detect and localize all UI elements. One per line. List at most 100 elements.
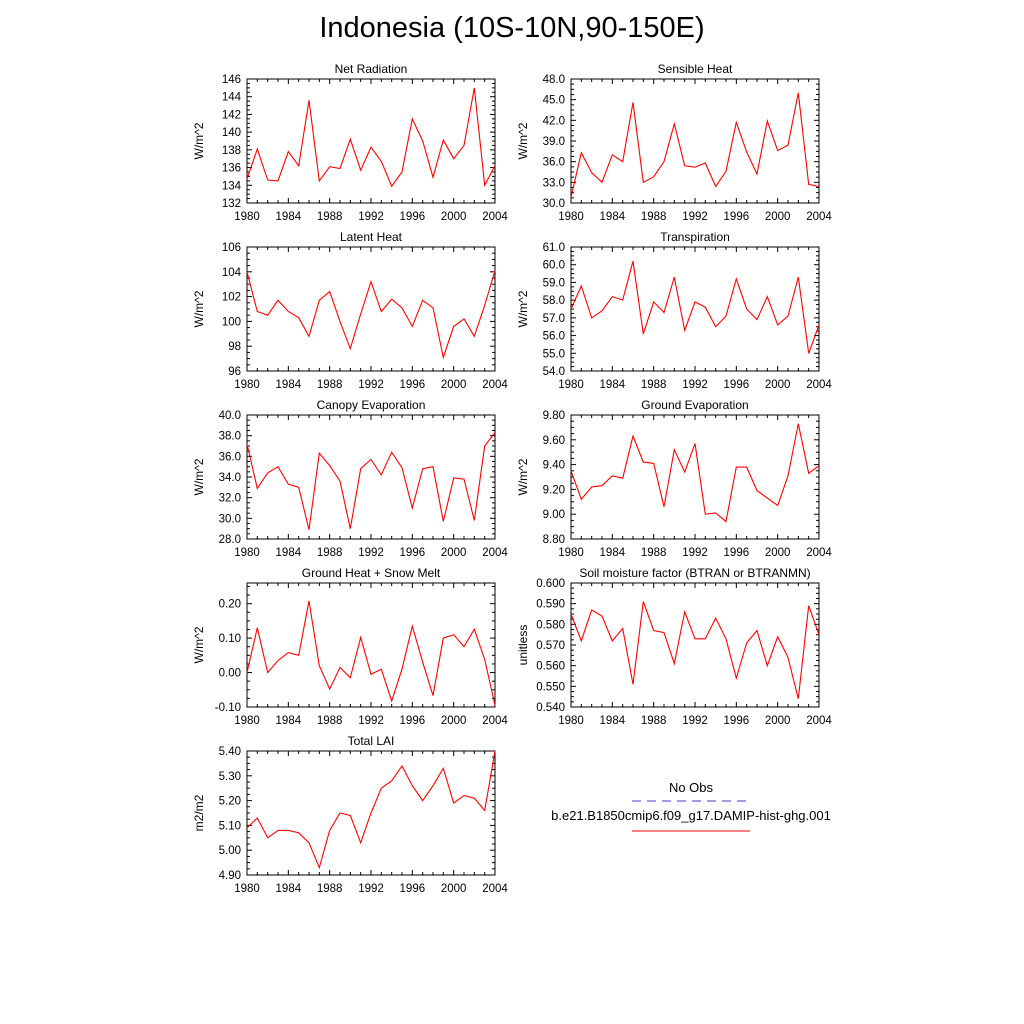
x-tick-label: 1988 <box>317 379 343 391</box>
y-tick-label: 61.0 <box>543 242 565 254</box>
y-tick-label: 132 <box>222 198 241 210</box>
y-tick-label: 0.590 <box>536 599 565 611</box>
x-tick-label: 1984 <box>600 211 626 223</box>
y-tick-label: 134 <box>222 180 242 192</box>
legend-label-model: b.e21.B1850cmip6.f09_g17.DAMIP-hist-ghg.… <box>551 808 831 823</box>
x-tick-label: 1992 <box>682 211 708 223</box>
y-tick-label: 48.0 <box>543 74 565 86</box>
panel-title: Transpiration <box>660 230 730 244</box>
x-tick-label: 1992 <box>358 211 384 223</box>
x-tick-label: 1980 <box>234 547 260 559</box>
y-tick-label: 0.600 <box>536 578 565 590</box>
x-tick-label: 1984 <box>276 883 302 895</box>
series-line <box>570 92 820 198</box>
x-tick-label: 1988 <box>317 547 343 559</box>
x-tick-label: 2000 <box>765 715 791 727</box>
y-tick-label: 98 <box>228 341 241 353</box>
x-tick-label: 1996 <box>724 547 750 559</box>
y-tick-label: 0.560 <box>536 661 565 673</box>
y-tick-label: 45.0 <box>543 95 565 107</box>
x-tick-label: 1992 <box>358 379 384 391</box>
panel-6: 1980 1984 1988 1992 1996 2000 2004 8.80 9.00 9.20… <box>516 398 832 559</box>
x-tick-label: 1984 <box>276 211 302 223</box>
y-tick-label: 0.540 <box>536 702 565 714</box>
y-tick-label: 30.0 <box>219 513 241 525</box>
panel-2: 1980 1984 1988 1992 1996 2000 2004 30.0 33.0 36.0… <box>516 62 832 223</box>
x-tick-label: 1980 <box>234 211 260 223</box>
x-tick-label: 2004 <box>806 715 832 727</box>
series-line <box>570 261 820 354</box>
x-tick-label: 1984 <box>276 379 302 391</box>
x-tick-label: 1996 <box>400 379 426 391</box>
y-tick-label: 0.550 <box>536 681 565 693</box>
x-tick-label: 1984 <box>276 715 302 727</box>
y-tick-label: 55.0 <box>543 348 565 360</box>
panel-4: 1980 1984 1988 1992 1996 2000 2004 54.0 55.0 56.0… <box>516 230 832 391</box>
y-tick-label: 104 <box>222 267 242 279</box>
y-axis-label: W/m^2 <box>192 458 206 495</box>
x-tick-label: 2000 <box>441 715 467 727</box>
y-tick-label: 30.0 <box>543 198 565 210</box>
series-line <box>570 601 820 699</box>
panel-8: 1980 1984 1988 1992 1996 2000 2004 0.540 0.550 0.… <box>516 566 832 727</box>
plot-frame <box>570 78 820 204</box>
x-tick-label: 1992 <box>682 379 708 391</box>
y-tick-label: 57.0 <box>543 313 565 325</box>
panel-title: Canopy Evaporation <box>317 398 426 412</box>
y-tick-label: 4.90 <box>219 870 241 882</box>
y-tick-label: 5.20 <box>219 796 241 808</box>
y-tick-label: 96 <box>228 366 241 378</box>
x-tick-label: 1996 <box>724 211 750 223</box>
x-tick-label: 1988 <box>641 211 667 223</box>
x-tick-label: 1984 <box>600 379 626 391</box>
y-axis-label: W/m^2 <box>516 122 530 159</box>
y-tick-label: 144 <box>222 92 242 104</box>
y-tick-label: 5.00 <box>219 845 241 857</box>
y-tick-label: 54.0 <box>543 366 565 378</box>
y-tick-label: 38.0 <box>219 431 241 443</box>
x-tick-label: 2000 <box>441 883 467 895</box>
y-tick-label: 142 <box>222 109 241 121</box>
x-tick-label: 2000 <box>765 547 791 559</box>
y-tick-label: 42.0 <box>543 115 565 127</box>
x-tick-label: 1984 <box>600 715 626 727</box>
y-tick-label: 40.0 <box>219 410 241 422</box>
y-tick-label: 28.0 <box>219 534 241 546</box>
x-tick-label: 1988 <box>641 547 667 559</box>
panel-7: 1980 1984 1988 1992 1996 2000 2004 -0.10 0.00 0.1… <box>192 566 508 727</box>
x-tick-label: 1980 <box>558 379 584 391</box>
plot-frame <box>570 414 820 540</box>
y-tick-label: 36.0 <box>219 451 241 463</box>
x-tick-label: 1996 <box>724 715 750 727</box>
y-tick-label: 56.0 <box>543 331 565 343</box>
y-tick-label: 33.0 <box>543 177 565 189</box>
y-tick-label: 102 <box>222 292 241 304</box>
y-tick-label: 0.00 <box>219 668 241 680</box>
x-tick-label: 2000 <box>441 379 467 391</box>
x-tick-label: 1980 <box>558 547 584 559</box>
y-tick-label: 36.0 <box>543 157 565 169</box>
x-tick-label: 1980 <box>558 211 584 223</box>
x-tick-label: 2004 <box>482 883 508 895</box>
panel-title: Total LAI <box>348 734 395 748</box>
x-tick-label: 1988 <box>317 211 343 223</box>
x-tick-label: 2004 <box>806 211 832 223</box>
y-tick-label: 9.60 <box>543 435 565 447</box>
y-tick-label: 0.570 <box>536 640 565 652</box>
y-tick-label: 5.10 <box>219 820 241 832</box>
x-tick-label: 2004 <box>482 547 508 559</box>
y-tick-label: 8.80 <box>543 534 565 546</box>
x-tick-label: 1992 <box>358 715 384 727</box>
x-tick-label: 1988 <box>641 715 667 727</box>
panel-5: 1980 1984 1988 1992 1996 2000 2004 28.0 30.0 32.0… <box>192 398 508 559</box>
series-line <box>570 423 820 523</box>
y-tick-label: 58.0 <box>543 295 565 307</box>
x-tick-label: 2004 <box>482 379 508 391</box>
x-tick-label: 1988 <box>317 715 343 727</box>
y-tick-label: 100 <box>222 316 241 328</box>
plot-frame <box>570 246 820 372</box>
figure-title: Indonesia (10S-10N,90-150E) <box>319 12 705 44</box>
panel-title: Net Radiation <box>335 62 408 76</box>
legend: No Obs b.e21.B1850cmip6.f09_g17.DAMIP-his… <box>551 780 831 832</box>
